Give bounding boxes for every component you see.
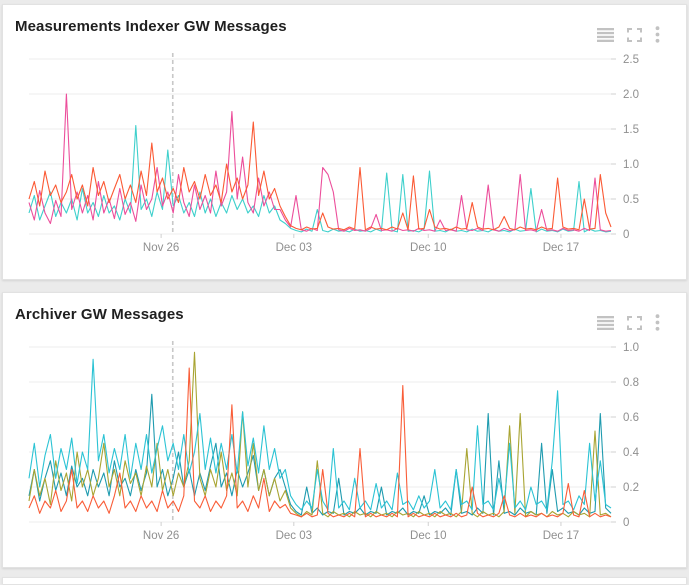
- list-menu-icon[interactable]: [597, 315, 614, 330]
- y-tick-label: 0.4: [623, 447, 640, 459]
- x-tick-label: Dec 17: [543, 242, 579, 254]
- y-tick-label: 0.5: [623, 194, 639, 206]
- y-tick-label: 1.0: [623, 159, 639, 171]
- x-tick-label: Nov 26: [143, 242, 179, 254]
- x-tick-label: Dec 17: [543, 530, 579, 542]
- x-tick-label: Dec 10: [410, 242, 446, 254]
- x-tick-label: Dec 10: [410, 530, 446, 542]
- fullscreen-icon[interactable]: [627, 315, 642, 330]
- y-tick-label: 1.0: [623, 342, 639, 354]
- series-orange: [28, 121, 612, 231]
- panel-archiver: Archiver GW Messages 0 0.2 0.4 0.6 0.8 1.0 Nov…: [2, 292, 687, 568]
- y-tick-label: 0.8: [623, 377, 639, 389]
- series-teal: [28, 393, 612, 516]
- y-tick-label: 2.5: [623, 54, 639, 66]
- fullscreen-icon[interactable]: [627, 27, 642, 42]
- kebab-menu-icon[interactable]: [655, 314, 660, 331]
- panel-title: Measurements Indexer GW Messages: [15, 18, 287, 35]
- y-tick-label: 0.2: [623, 482, 639, 494]
- x-tick-label: Dec 03: [276, 242, 312, 254]
- x-tick-label: Dec 03: [276, 530, 312, 542]
- panel-title: Archiver GW Messages: [15, 306, 184, 323]
- chart-archiver[interactable]: 0 0.2 0.4 0.6 0.8 1.0 Nov 26 Dec 03 Dec 10 Dec 17: [3, 293, 688, 567]
- list-menu-icon[interactable]: [597, 27, 614, 42]
- panel-toolbar: [597, 26, 660, 43]
- panel-measurements-indexer: Measurements Indexer GW Messages 0 0.5 1.0…: [2, 4, 687, 280]
- chart-measurements-indexer[interactable]: 0 0.5 1.0 1.5 2.0 2.5 Nov 26 Dec 03 Dec 10 Dec 17: [3, 5, 688, 279]
- kebab-menu-icon[interactable]: [655, 26, 660, 43]
- y-tick-label: 2.0: [623, 89, 639, 101]
- panel-toolbar: [597, 314, 660, 331]
- series-cyan: [28, 358, 612, 511]
- y-tick-label: 1.5: [623, 124, 639, 136]
- y-tick-label: 0.6: [623, 412, 639, 424]
- series-orange: [28, 367, 612, 518]
- y-tick-label: 0: [623, 229, 629, 241]
- x-tick-label: Nov 26: [143, 530, 179, 542]
- series-pink: [28, 93, 612, 232]
- y-tick-label: 0: [623, 517, 629, 529]
